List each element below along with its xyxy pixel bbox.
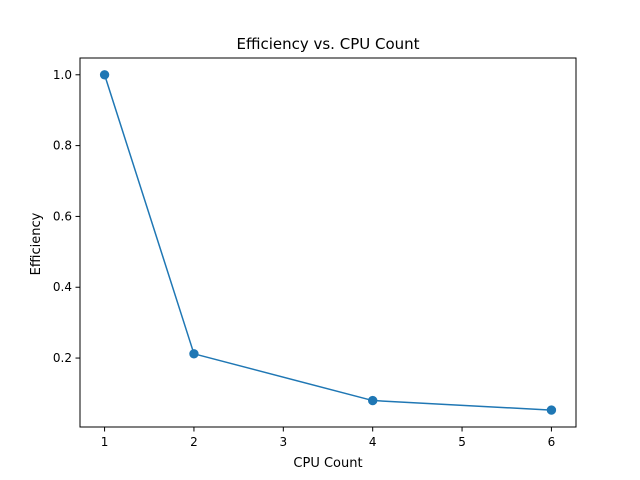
x-tick-label-5: 6 — [548, 435, 556, 449]
y-tick-label-1: 0.4 — [53, 280, 72, 294]
x-tick-label-4: 5 — [458, 435, 466, 449]
y-axis-label: Efficiency — [29, 212, 44, 275]
chart-title: Efficiency vs. CPU Count — [236, 35, 419, 53]
data-point-0-1 — [189, 349, 199, 359]
data-point-0-3 — [546, 405, 557, 415]
y-tick-label-3: 0.8 — [53, 139, 72, 153]
axes-frame — [79, 57, 577, 428]
y-tick-label-0: 0.2 — [53, 351, 72, 365]
data-point-0-2 — [367, 395, 378, 406]
x-axis-label: CPU Count — [293, 456, 362, 471]
series-line-0 — [103, 74, 552, 411]
x-tick-label-0: 1 — [101, 435, 109, 449]
plot-area: 1 2 3 4 5 6 0.2 0.4 0.6 0.8 1.0 — [53, 57, 577, 449]
x-tick-label-1: 2 — [190, 435, 198, 449]
data-point-0-0 — [99, 70, 110, 80]
y-tick-label-4: 1.0 — [53, 68, 72, 82]
y-tick-label-2: 0.6 — [53, 209, 72, 223]
x-tick-label-3: 4 — [369, 435, 377, 449]
x-tick-label-2: 3 — [279, 435, 287, 449]
